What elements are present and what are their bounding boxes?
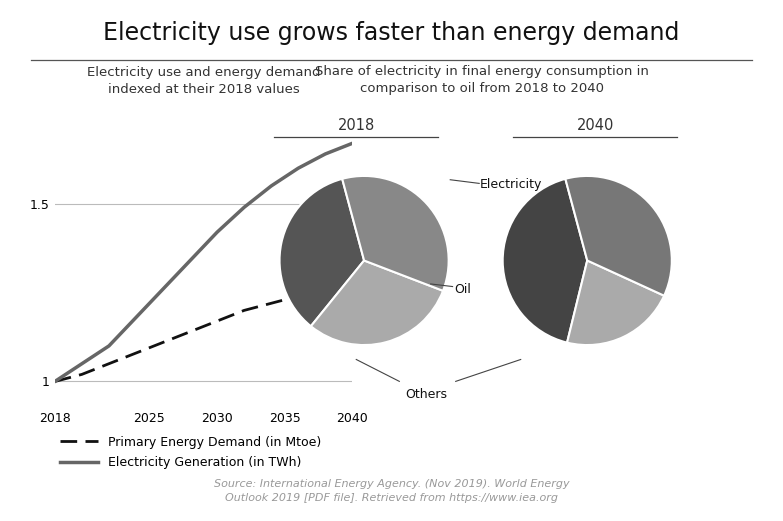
Text: Oil: Oil: [454, 283, 471, 295]
Text: Electricity use grows faster than energy demand: Electricity use grows faster than energy…: [103, 21, 680, 45]
Text: 2040: 2040: [576, 118, 614, 133]
Wedge shape: [565, 176, 672, 296]
Wedge shape: [280, 179, 364, 326]
Text: Share of electricity in final energy consumption in
comparison to oil from 2018 : Share of electricity in final energy con…: [315, 65, 648, 95]
Title: Electricity use and energy demand
indexed at their 2018 values: Electricity use and energy demand indexe…: [87, 66, 320, 96]
Wedge shape: [342, 176, 449, 291]
Wedge shape: [311, 260, 443, 345]
Legend: Primary Energy Demand (in Mtoe), Electricity Generation (in TWh): Primary Energy Demand (in Mtoe), Electri…: [55, 431, 326, 474]
Text: Others: Others: [406, 388, 448, 401]
Text: 2018: 2018: [337, 118, 375, 133]
Text: Source: International Energy Agency. (Nov 2019). World Energy
Outlook 2019 [PDF : Source: International Energy Agency. (No…: [214, 479, 569, 503]
Wedge shape: [503, 179, 587, 343]
Wedge shape: [567, 260, 664, 345]
Text: Electricity: Electricity: [480, 179, 543, 191]
